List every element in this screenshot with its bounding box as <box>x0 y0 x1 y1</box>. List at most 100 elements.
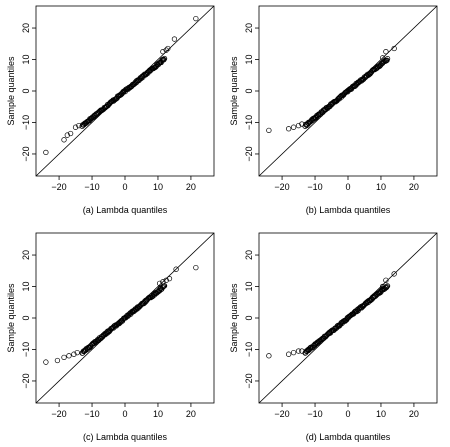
sample-point <box>161 56 167 63</box>
qq-panel-1: −20 −10 0 10 20 −20 −10 0 10 20 Sample quantiles (a… <box>6 5 215 215</box>
x-tick-label: 0 <box>345 409 350 419</box>
x-tick-label: 0 <box>345 182 350 192</box>
sample-point <box>161 55 168 62</box>
y-tick-label: −10 <box>244 115 254 130</box>
x-tick-label: −20 <box>51 182 66 192</box>
x-tick-label: 10 <box>153 182 163 192</box>
sample-point <box>163 277 169 283</box>
y-tick-label: 0 <box>244 315 254 320</box>
panel-caption: (b) Lambda quantiles <box>306 205 391 215</box>
sample-point <box>160 48 166 55</box>
x-tick-label: −20 <box>274 182 289 192</box>
sample-point <box>141 71 148 77</box>
sample-point <box>286 126 292 132</box>
y-tick-label: −10 <box>21 115 31 130</box>
y-tick-label: 10 <box>244 55 254 65</box>
qq-panel-2: −20 −10 0 10 20 −20 −10 0 10 20 Sample quantiles (b… <box>229 5 438 215</box>
sample-point <box>391 271 397 277</box>
y-tick-label: 10 <box>21 55 31 65</box>
x-tick-label: −10 <box>84 409 99 419</box>
sample-point <box>66 353 72 359</box>
sample-point <box>61 137 67 143</box>
sample-point <box>384 283 391 289</box>
sample-point <box>76 122 82 129</box>
sample-point <box>266 127 272 134</box>
sample-point <box>160 279 166 285</box>
sample-point <box>163 47 169 53</box>
x-tick-label: 0 <box>122 409 127 419</box>
sample-point <box>108 326 115 332</box>
x-tick-label: 20 <box>409 409 419 419</box>
y-tick-label: 20 <box>21 23 31 33</box>
sample-point <box>290 349 297 356</box>
qq-panel-3: −20 −10 0 10 20 −20 −10 0 10 20 Sample quantiles (c… <box>6 232 215 442</box>
panel-caption: (c) Lambda quantiles <box>83 432 168 442</box>
sample-point <box>165 45 171 52</box>
x-tick-label: −10 <box>307 182 322 192</box>
sample-point <box>43 359 49 365</box>
y-tick-label: −20 <box>244 373 254 388</box>
sample-point <box>67 130 74 137</box>
sample-point <box>61 354 67 361</box>
x-tick-label: −10 <box>307 409 322 419</box>
sample-point <box>383 277 389 283</box>
y-tick-label: 10 <box>21 282 31 292</box>
sample-point <box>193 264 199 271</box>
sample-point <box>384 56 391 62</box>
sample-point <box>72 124 79 130</box>
sample-points <box>266 271 397 359</box>
y-tick-label: 0 <box>244 88 254 93</box>
y-tick-label: 20 <box>21 250 31 260</box>
sample-point <box>379 283 386 290</box>
x-tick-label: −20 <box>51 409 66 419</box>
x-tick-label: −10 <box>84 182 99 192</box>
sample-points <box>43 264 199 365</box>
sample-points <box>266 45 397 134</box>
y-tick-label: 0 <box>21 315 31 320</box>
sample-point <box>74 349 80 356</box>
sample-point <box>173 266 179 272</box>
x-tick-label: 20 <box>186 409 196 419</box>
sample-point <box>358 77 364 83</box>
sample-point <box>71 351 77 357</box>
sample-point <box>64 132 70 138</box>
x-tick-label: 10 <box>153 409 163 419</box>
y-tick-label: 20 <box>244 23 254 33</box>
panel-caption: (d) Lambda quantiles <box>306 432 391 442</box>
y-tick-label: 20 <box>244 250 254 260</box>
y-axis-label: Sample quantiles <box>6 283 16 353</box>
x-tick-label: −20 <box>274 409 289 419</box>
sample-point <box>299 348 305 354</box>
x-tick-label: 0 <box>122 182 127 192</box>
sample-point <box>383 48 389 55</box>
sample-point <box>299 121 305 127</box>
sample-point <box>290 124 297 130</box>
y-tick-label: −10 <box>244 342 254 357</box>
sample-point <box>266 353 272 359</box>
panel-caption: (a) Lambda quantiles <box>83 205 168 215</box>
x-tick-label: 10 <box>376 182 386 192</box>
sample-point <box>383 284 390 291</box>
sample-point <box>156 280 163 287</box>
y-axis-label: Sample quantiles <box>229 56 239 126</box>
sample-points <box>43 15 199 156</box>
y-axis-label: Sample quantiles <box>229 283 239 353</box>
x-tick-label: 20 <box>409 182 419 192</box>
sample-point <box>295 122 302 129</box>
sample-point <box>286 351 292 357</box>
y-axis-label: Sample quantiles <box>6 56 16 126</box>
sample-point <box>54 357 61 364</box>
y-tick-label: −20 <box>21 373 31 388</box>
x-tick-label: 10 <box>376 409 386 419</box>
sample-point <box>295 348 302 354</box>
sample-point <box>193 15 199 22</box>
sample-point <box>171 36 178 42</box>
y-tick-label: −10 <box>21 342 31 357</box>
sample-point <box>43 149 49 156</box>
y-tick-label: −20 <box>21 146 31 161</box>
qq-panel-4: −20 −10 0 10 20 −20 −10 0 10 20 Sample quantiles (d… <box>229 232 438 442</box>
sample-point <box>166 275 173 282</box>
sample-point <box>391 45 397 52</box>
y-tick-label: 0 <box>21 88 31 93</box>
